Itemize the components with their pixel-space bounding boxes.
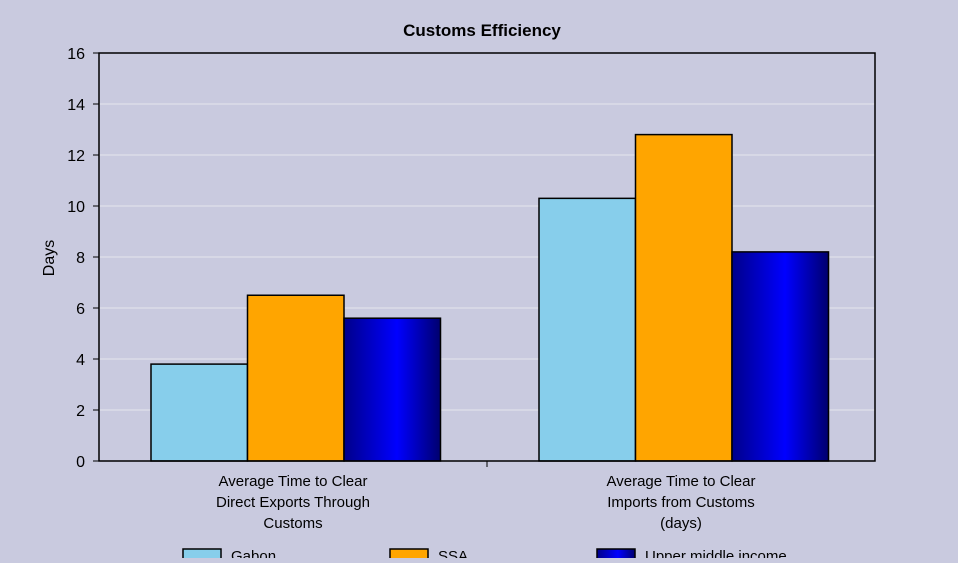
y-tick-label: 2 [76,403,85,420]
bar-gabon-2 [538,197,637,462]
bar-ssa-1 [246,294,345,462]
legend-label: Upper middle income [645,548,787,558]
y-tick-label: 6 [76,301,85,318]
legend-swatch-gabon [182,548,222,563]
bar-ssa-2 [634,133,733,462]
chart-title: Customs Efficiency [403,21,561,40]
plot-area: 0 2 4 6 8 10 12 14 16 Average Time to Clear Direct… [67,46,876,532]
x-category-label: Average Time to Clear [607,473,756,490]
x-category-label: Customs [263,515,322,532]
y-tick-label: 8 [76,250,85,267]
y-tick-label: 12 [67,148,85,165]
y-tick-label: 4 [76,352,85,369]
y-tick-label: 14 [67,97,85,114]
x-category-label: (days) [660,515,702,532]
legend-swatch-upper-middle-income [596,548,636,563]
legend-label: Gabon [231,548,276,558]
x-category-label: Direct Exports Through [216,494,370,511]
y-axis-label: Days [41,240,58,276]
plot-border [98,52,876,462]
bar-upper-middle-income-2 [731,251,830,462]
legend: Gabon SSA Upper middle income [182,548,787,563]
x-category-label: Imports from Customs [607,494,755,511]
bar-gabon-1 [150,363,249,462]
bar-upper-middle-income-1 [343,317,442,462]
y-tick-label: 10 [67,199,85,216]
x-category-label: Average Time to Clear [219,473,368,490]
legend-label: SSA [438,548,468,558]
legend-swatch-ssa [389,548,429,563]
y-tick-label: 16 [67,46,85,63]
y-tick-label: 0 [76,454,85,471]
